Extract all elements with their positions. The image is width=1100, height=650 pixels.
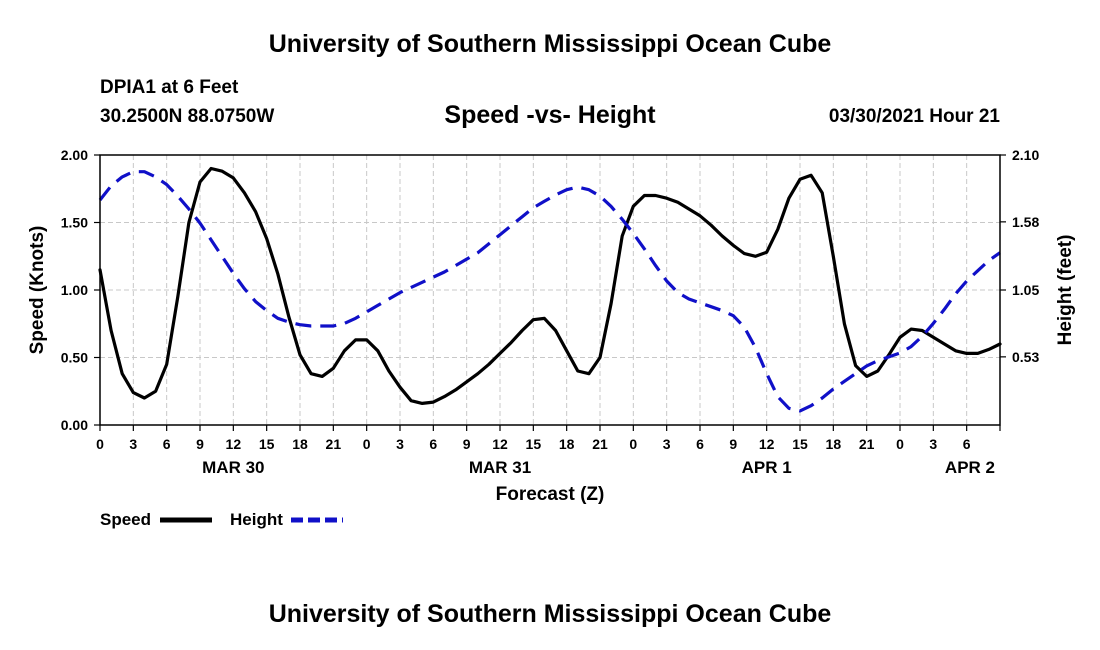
x-tick-label: 9 [729, 436, 737, 452]
y-axis-label: Speed (Knots) [27, 226, 48, 355]
speed-series-line [98, 166, 1002, 405]
x-tick-label: 12 [226, 436, 242, 452]
forecast-datetime: 03/30/2021 Hour 21 [828, 106, 1000, 127]
x-tick-label: 21 [859, 436, 875, 452]
x-tick-label: 6 [163, 436, 171, 452]
y-tick-label: 0.00 [61, 417, 88, 433]
x-tick-label: 0 [896, 436, 904, 452]
x-tick-label: 0 [629, 436, 637, 452]
x-tick-label: 6 [696, 436, 704, 452]
y2-tick-label: 1.05 [1012, 282, 1039, 298]
x-date-label: MAR 30 [202, 458, 264, 477]
y2-tick-label: 1.58 [1012, 214, 1039, 230]
x-tick-label: 15 [259, 436, 275, 452]
x-tick-label: 3 [129, 436, 137, 452]
x-tick-label: 21 [326, 436, 342, 452]
x-tick-label: 12 [492, 436, 508, 452]
y-tick-label: 1.00 [61, 282, 88, 298]
page-title: University of Southern Mississippi Ocean… [268, 30, 832, 58]
legend-speed-label: Speed [100, 510, 152, 529]
x-tick-label: 3 [396, 436, 404, 452]
x-tick-label: 0 [96, 436, 104, 452]
x-date-label: APR 2 [945, 458, 995, 477]
y-tick-label: 2.00 [61, 147, 88, 163]
x-tick-label: 6 [429, 436, 437, 452]
legend-height-label: Height [230, 510, 283, 529]
x-date-label: MAR 31 [469, 458, 531, 477]
x-tick-label: 18 [292, 436, 308, 452]
x-tick-label: 21 [592, 436, 608, 452]
x-tick-label: 15 [792, 436, 808, 452]
y-tick-label: 0.50 [61, 350, 88, 366]
y-tick-label: 1.50 [61, 215, 88, 231]
y2-tick-label: 2.10 [1012, 147, 1039, 163]
y2-tick-label: 0.53 [1012, 349, 1039, 365]
station-label: DPIA1 at 6 Feet [100, 77, 239, 98]
x-tick-label: 9 [196, 436, 204, 452]
coordinates-label: 30.2500N 88.0750W [100, 106, 275, 127]
height-series-line [98, 170, 1001, 413]
x-tick-label: 18 [826, 436, 842, 452]
x-tick-label: 9 [463, 436, 471, 452]
x-date-label: APR 1 [742, 458, 792, 477]
x-tick-label: 12 [759, 436, 775, 452]
y2-axis-label: Height (feet) [1055, 235, 1076, 346]
x-tick-label: 3 [929, 436, 937, 452]
x-tick-label: 3 [663, 436, 671, 452]
x-axis-label: Forecast (Z) [496, 484, 605, 505]
x-tick-label: 18 [559, 436, 575, 452]
footer-title: University of Southern Mississippi Ocean… [268, 600, 832, 628]
chart-title: Speed -vs- Height [444, 101, 656, 129]
x-tick-label: 6 [963, 436, 971, 452]
x-tick-label: 0 [363, 436, 371, 452]
x-tick-label: 15 [526, 436, 542, 452]
